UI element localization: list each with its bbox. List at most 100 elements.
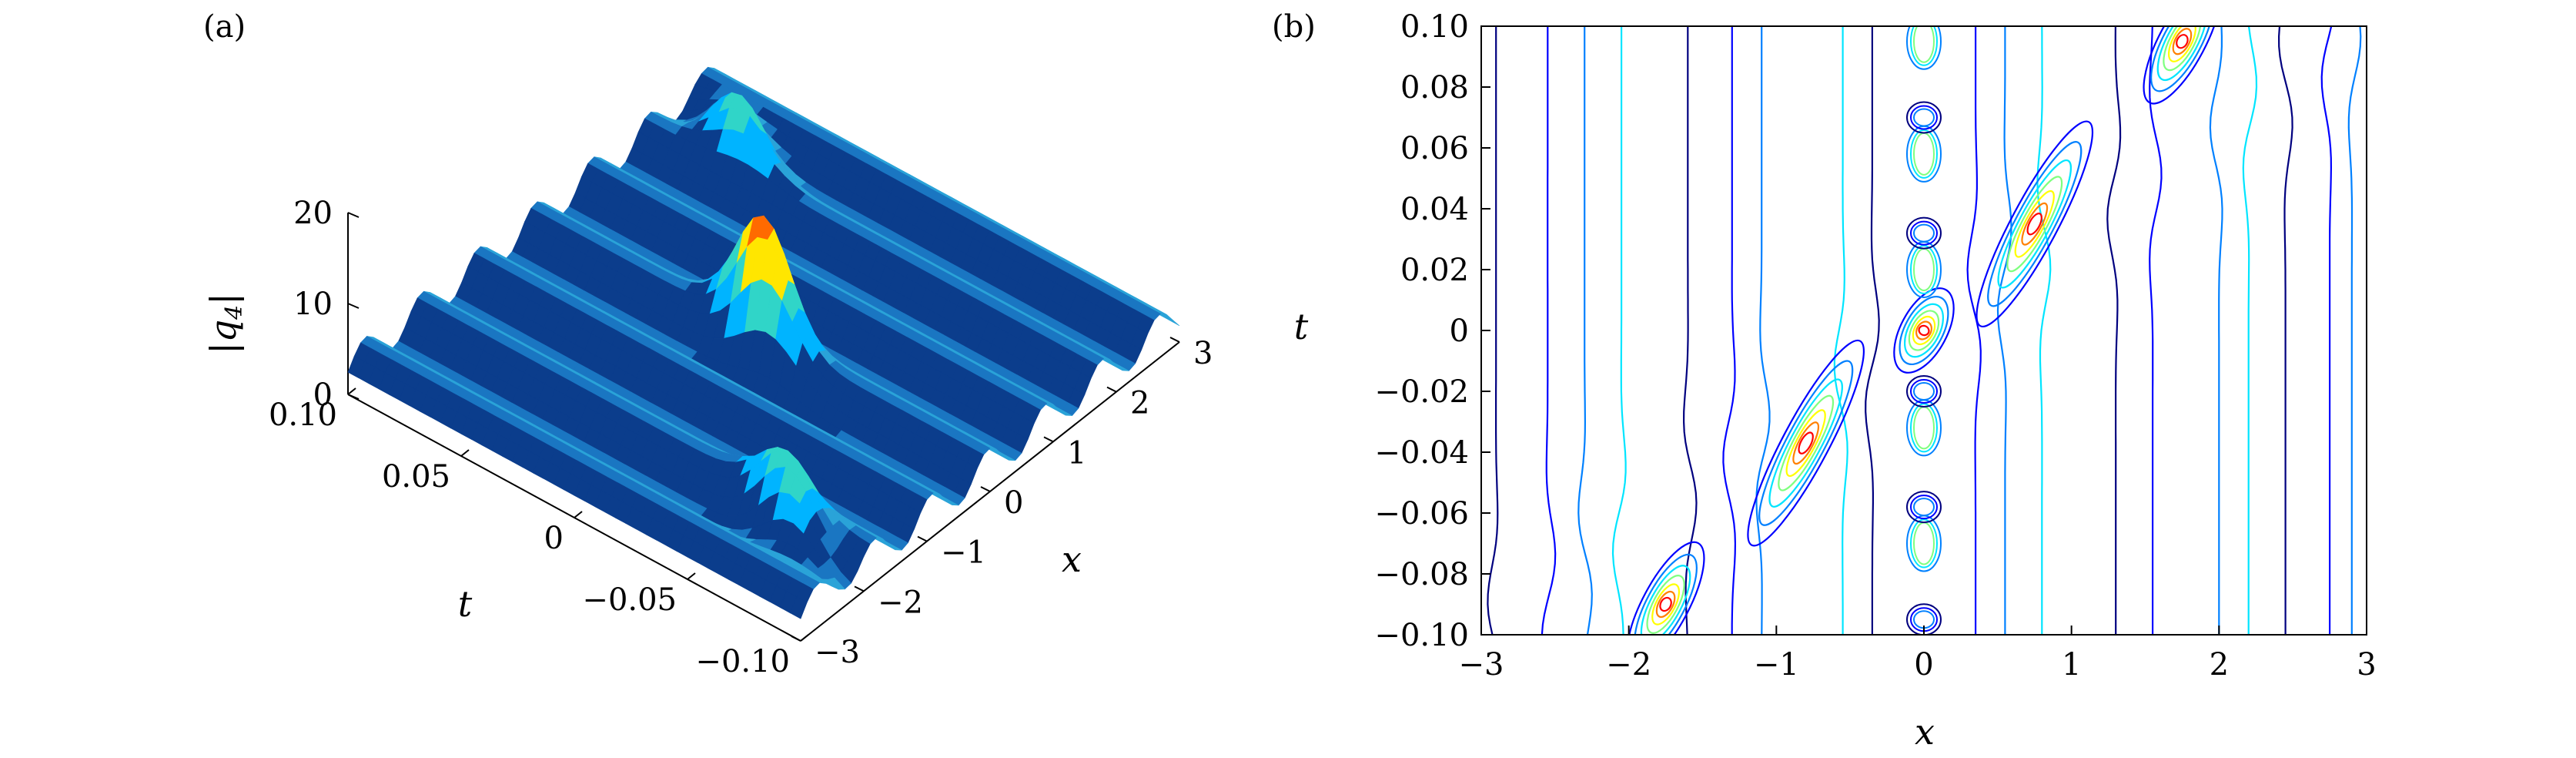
- t-axis-title-b: t: [1294, 306, 1309, 347]
- peak-contour: [1768, 378, 1843, 508]
- y-tick-label-b: 0.04: [1400, 192, 1469, 227]
- panel-b-letter: (b): [1272, 9, 1316, 45]
- z-tick-mark: [347, 394, 360, 400]
- contour-line: [1996, 26, 2012, 635]
- contour-line: [2320, 26, 2333, 635]
- x-tick-label-b: −2: [1606, 647, 1651, 683]
- x-axis-ticks: −3 −2 −1 0 1 2 3: [791, 336, 1213, 670]
- peak-contour: [1899, 295, 1949, 366]
- peak-contour: [1912, 315, 1936, 346]
- z-tick-label: 10: [293, 287, 333, 322]
- contour-line: [1722, 26, 1737, 635]
- y-tick-label-b: 0.06: [1400, 131, 1469, 166]
- cell-contour: [1906, 375, 1942, 408]
- cell-contour: [1906, 26, 1942, 70]
- peak-contour: [2156, 26, 2208, 82]
- peak-contour: [1651, 583, 1681, 626]
- cell-contour: [1910, 495, 1938, 520]
- t-tick-mark: [574, 511, 583, 518]
- peak-contour: [1626, 541, 1705, 635]
- peak-contour: [1918, 324, 1930, 337]
- panel-b-contour-plot: (b) −3 −2 −1 0 1 2 3 0.10 0.08 0.06 0.04 0.02 0 −0.0…: [1272, 9, 2377, 753]
- contour-line: [2036, 26, 2052, 635]
- contour-line: [1611, 26, 1627, 635]
- x-tick-label: −3: [815, 635, 860, 670]
- x-axis-title-b: x: [1915, 711, 1935, 753]
- cell-contour: [1906, 101, 1942, 134]
- x-axis-ticks-b: −3 −2 −1 0 1 2 3: [1459, 626, 2377, 683]
- cell-contour: [1906, 125, 1942, 183]
- t-tick-mark: [347, 387, 356, 395]
- y-tick-label-b: −0.04: [1374, 435, 1469, 471]
- surface-mesh: [347, 66, 1180, 619]
- t-tick-label: −0.05: [582, 582, 677, 618]
- peak-contour: [1659, 596, 1672, 612]
- x-tick-label: −1: [941, 535, 986, 571]
- peak-contour: [1903, 303, 1945, 358]
- peak-contour: [2163, 26, 2202, 72]
- cell-contour: [1906, 399, 1942, 457]
- x-tick-label: 2: [1130, 386, 1149, 421]
- contour-line: [2347, 26, 2362, 635]
- panel-a-letter: (a): [203, 9, 246, 45]
- contour-line: [1682, 26, 1698, 635]
- y-tick-label-b: 0: [1450, 314, 1469, 349]
- peak-contour: [2026, 213, 2042, 236]
- cell-contour: [1913, 26, 1935, 63]
- z-tick-label: 0: [313, 377, 333, 413]
- x-tick-mark: [791, 636, 801, 642]
- y-tick-label-b: −0.08: [1374, 557, 1469, 592]
- x-tick-mark: [1106, 386, 1117, 393]
- peak-contour: [2014, 190, 2055, 258]
- y-tick-label-b: −0.10: [1374, 618, 1469, 653]
- x-tick-mark: [917, 535, 928, 542]
- peak-contour: [1758, 360, 1854, 526]
- surface-facet: [1163, 314, 1180, 327]
- peak-contour: [1747, 339, 1865, 547]
- cell-contour: [1906, 216, 1942, 250]
- x-tick-label-b: −3: [1459, 647, 1504, 683]
- panel-a-surface-plot: (a) 0 10 20 0.10 0.05 0 −0.05 −0.10 −3 −2 −1 0 1 2 3…: [202, 9, 1213, 679]
- x-tick-mark: [1169, 337, 1180, 343]
- t-tick-label: 0: [544, 521, 564, 556]
- cell-contour: [1910, 403, 1938, 453]
- contour-line: [1833, 26, 1848, 635]
- cell-contour: [1910, 518, 1938, 568]
- t-tick-mark: [460, 449, 470, 457]
- x-tick-label: −2: [878, 585, 923, 620]
- peak-contour: [1798, 431, 1814, 454]
- peak-contour: [2143, 26, 2222, 105]
- t-axis-title-a: t: [458, 583, 473, 625]
- contour-line: [2242, 26, 2258, 635]
- cell-contour: [1913, 498, 1935, 517]
- peak-contour: [1646, 575, 1685, 634]
- z-tick-label: 20: [293, 196, 333, 231]
- y-tick-label-b: −0.06: [1374, 496, 1469, 532]
- y-axis-ticks-b: 0.10 0.08 0.06 0.04 0.02 0 −0.02 −0.04 −0.06 −0.0…: [1374, 9, 1490, 653]
- x-tick-label-b: −1: [1754, 647, 1799, 683]
- contour-lines: [1487, 26, 2362, 635]
- peak-contour: [1778, 394, 1835, 491]
- y-tick-label-b: 0.08: [1400, 70, 1469, 106]
- z-axis-ticks: 0 10 20: [293, 196, 360, 413]
- t-tick-label: 0.05: [382, 459, 450, 495]
- peak-contour: [2176, 34, 2189, 49]
- cell-contour: [1910, 245, 1938, 294]
- x-axis-title-a: x: [1062, 538, 1082, 580]
- t-tick-label: 0.10: [269, 397, 337, 433]
- cell-contour: [1913, 108, 1935, 127]
- t-tick-mark: [800, 634, 809, 642]
- t-tick-label: −0.10: [695, 644, 790, 679]
- peak-contour: [2006, 176, 2063, 273]
- x-tick-label: 0: [1004, 485, 1023, 521]
- x-tick-mark: [854, 585, 865, 592]
- cell-contour: [1910, 105, 1938, 130]
- t-axis-ticks: 0.10 0.05 0 −0.05 −0.10: [269, 387, 809, 679]
- peak-contour: [1908, 310, 1940, 351]
- y-tick-label-b: −0.02: [1374, 374, 1469, 410]
- cell-contour: [1913, 248, 1935, 291]
- contour-line: [1865, 26, 1880, 635]
- peak-contour: [2167, 26, 2196, 62]
- peak-contour: [2021, 202, 2049, 246]
- cell-contour: [1913, 610, 1935, 629]
